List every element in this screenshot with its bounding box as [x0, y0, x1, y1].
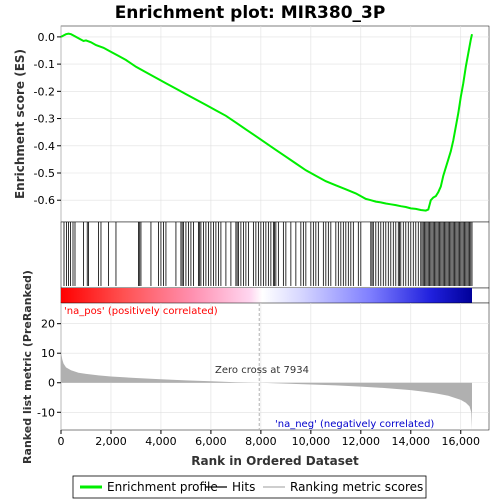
legend-label: Enrichment profile: [107, 480, 218, 494]
es-ytick-label: -0.4: [34, 140, 55, 153]
es-y-axis-label: Enrichment score (ES): [13, 49, 27, 199]
neg-correlated-label: 'na_neg' (negatively correlated): [275, 419, 434, 430]
x-axis-label: Rank in Ordered Dataset: [191, 454, 359, 468]
legend: Enrichment profile Hits Ranking metric sco…: [72, 475, 427, 499]
metric-ytick-label: -10: [37, 406, 55, 419]
rank-colorbar: [61, 288, 472, 303]
metric-y-axis-label: Ranked list metric (PreRanked): [21, 270, 34, 464]
es-panel: 0.0 -0.1 -0.2 -0.3 -0.4 -0.5 -0.6: [34, 25, 490, 223]
legend-label: Ranking metric scores: [290, 480, 423, 494]
xtick-label: 6,000: [195, 435, 227, 448]
xtick-label: 16,000: [442, 435, 481, 448]
metric-ytick-label: 20: [41, 318, 55, 331]
xtick-label: 4,000: [145, 435, 177, 448]
enrichment-profile-line: [60, 32, 473, 212]
xtick-label: 8,000: [245, 435, 277, 448]
hits-panel: [60, 221, 490, 304]
es-ytick-label: 0.0: [38, 31, 56, 44]
xtick-label: 10,000: [292, 435, 331, 448]
es-ytick-label: -0.2: [34, 85, 55, 98]
legend-label: Hits: [232, 480, 255, 494]
es-plot-area: [60, 25, 490, 223]
chart-title: Enrichment plot: MIR380_3P: [115, 3, 386, 23]
es-ytick-label: -0.3: [34, 113, 55, 126]
metric-plot-area: [60, 302, 490, 431]
metric-ytick-label: 0: [48, 377, 55, 390]
zero-cross-label: Zero cross at 7934: [215, 365, 309, 376]
es-ytick-label: -0.1: [34, 58, 55, 71]
xtick-label: 0: [58, 435, 65, 448]
metric-panel: 20 10 0 -10 0 2,000 4,000 6,000 8,000 10,000 12,0…: [37, 302, 490, 448]
es-ytick-label: -0.5: [34, 167, 55, 180]
es-ytick-label: -0.6: [34, 194, 55, 207]
xtick-label: 12,000: [342, 435, 381, 448]
pos-correlated-label: 'na_pos' (positively correlated): [64, 306, 218, 317]
metric-ytick-label: 10: [41, 347, 55, 360]
xtick-label: 14,000: [392, 435, 431, 448]
xtick-label: 2,000: [95, 435, 127, 448]
legend-box: [72, 475, 427, 499]
